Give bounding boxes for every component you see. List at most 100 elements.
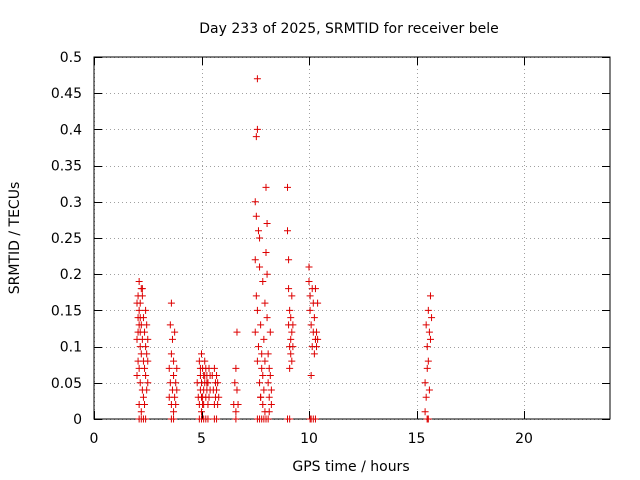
data-point xyxy=(142,343,150,351)
data-point xyxy=(286,364,294,372)
data-point xyxy=(201,372,209,380)
x-tick-label: 0 xyxy=(90,431,99,447)
data-point xyxy=(284,227,291,235)
data-point xyxy=(289,343,297,351)
data-point xyxy=(253,75,261,83)
data-point xyxy=(143,321,151,329)
data-point xyxy=(422,321,430,329)
data-point xyxy=(306,306,314,314)
data-point xyxy=(198,408,205,416)
data-point xyxy=(138,292,146,300)
y-tick-label: 0.3 xyxy=(60,195,82,211)
data-point xyxy=(306,292,314,300)
y-tick-label: 0.05 xyxy=(51,376,82,392)
data-point xyxy=(205,393,213,401)
data-point xyxy=(256,263,264,271)
data-point xyxy=(213,386,221,394)
data-point xyxy=(313,328,321,336)
data-point xyxy=(198,350,205,358)
data-point xyxy=(256,379,264,387)
data-point xyxy=(233,386,241,394)
y-tick-labels: 0 0.05 0.1 0.15 0.2 0.25 0.3 0.35 0.4 0.45 0.5 xyxy=(51,50,82,428)
data-point xyxy=(170,415,178,423)
data-point xyxy=(142,372,150,380)
data-point xyxy=(261,299,269,307)
data-point xyxy=(254,343,262,351)
y-axis-label: SRMTID / TECUs xyxy=(7,182,23,295)
data-point xyxy=(203,379,211,387)
data-point xyxy=(285,256,293,264)
y-tick-label: 0.25 xyxy=(51,231,82,247)
data-point xyxy=(425,328,433,336)
data-point xyxy=(233,328,241,336)
data-point xyxy=(252,292,260,300)
data-point xyxy=(144,357,152,365)
data-point xyxy=(258,350,266,358)
data-point xyxy=(213,415,221,423)
data-point xyxy=(143,350,151,358)
data-point xyxy=(306,415,314,423)
data-point xyxy=(141,364,149,372)
data-point xyxy=(173,364,181,372)
data-point xyxy=(310,350,318,358)
data-point xyxy=(307,372,315,380)
data-point xyxy=(423,364,431,372)
data-point xyxy=(267,386,275,394)
data-point xyxy=(260,386,268,394)
y-tick-label: 0.45 xyxy=(51,86,82,102)
data-point xyxy=(286,306,294,314)
data-point xyxy=(421,408,429,416)
data-point xyxy=(265,364,273,372)
data-point xyxy=(313,343,321,351)
data-point xyxy=(171,393,179,401)
data-point xyxy=(135,277,143,285)
data-point xyxy=(426,292,434,300)
data-point xyxy=(170,408,178,416)
data-point xyxy=(267,401,275,409)
data-point xyxy=(305,277,313,285)
data-point xyxy=(284,415,291,423)
data-point xyxy=(287,314,295,322)
data-point xyxy=(259,401,267,409)
data-point xyxy=(252,212,260,220)
data-point xyxy=(310,314,318,322)
data-point xyxy=(424,306,432,314)
data-point xyxy=(253,357,261,365)
data-point xyxy=(289,321,297,329)
data-point xyxy=(136,299,144,307)
data-point xyxy=(234,401,242,409)
data-point xyxy=(424,415,432,423)
chart-title: Day 233 of 2025, SRMTID for receiver bel… xyxy=(199,21,498,37)
data-point xyxy=(263,220,271,228)
data-point xyxy=(258,364,266,372)
data-point xyxy=(141,328,149,336)
data-point xyxy=(214,379,222,387)
data-point xyxy=(259,277,267,285)
data-point xyxy=(284,183,291,191)
y-tick-label: 0.1 xyxy=(60,340,82,356)
data-point xyxy=(264,415,272,423)
axis-ticks xyxy=(94,57,610,420)
data-point xyxy=(215,393,223,401)
data-point xyxy=(172,379,180,387)
data-point xyxy=(266,328,274,336)
data-point xyxy=(133,372,141,380)
data-point xyxy=(210,364,218,372)
data-point xyxy=(421,379,429,387)
data-point xyxy=(135,306,143,314)
data-point xyxy=(259,372,267,380)
x-tick-label: 10 xyxy=(300,431,318,447)
data-point xyxy=(262,183,270,191)
data-point xyxy=(137,408,145,416)
data-point xyxy=(139,393,147,401)
data-point xyxy=(424,357,432,365)
data-point xyxy=(257,321,265,329)
data-point xyxy=(251,256,259,264)
data-point xyxy=(144,335,152,343)
y-tick-label: 0 xyxy=(73,412,82,428)
data-point xyxy=(232,408,240,416)
data-point xyxy=(422,393,430,401)
data-point xyxy=(141,401,149,409)
data-point xyxy=(138,285,146,293)
data-point xyxy=(231,379,239,387)
